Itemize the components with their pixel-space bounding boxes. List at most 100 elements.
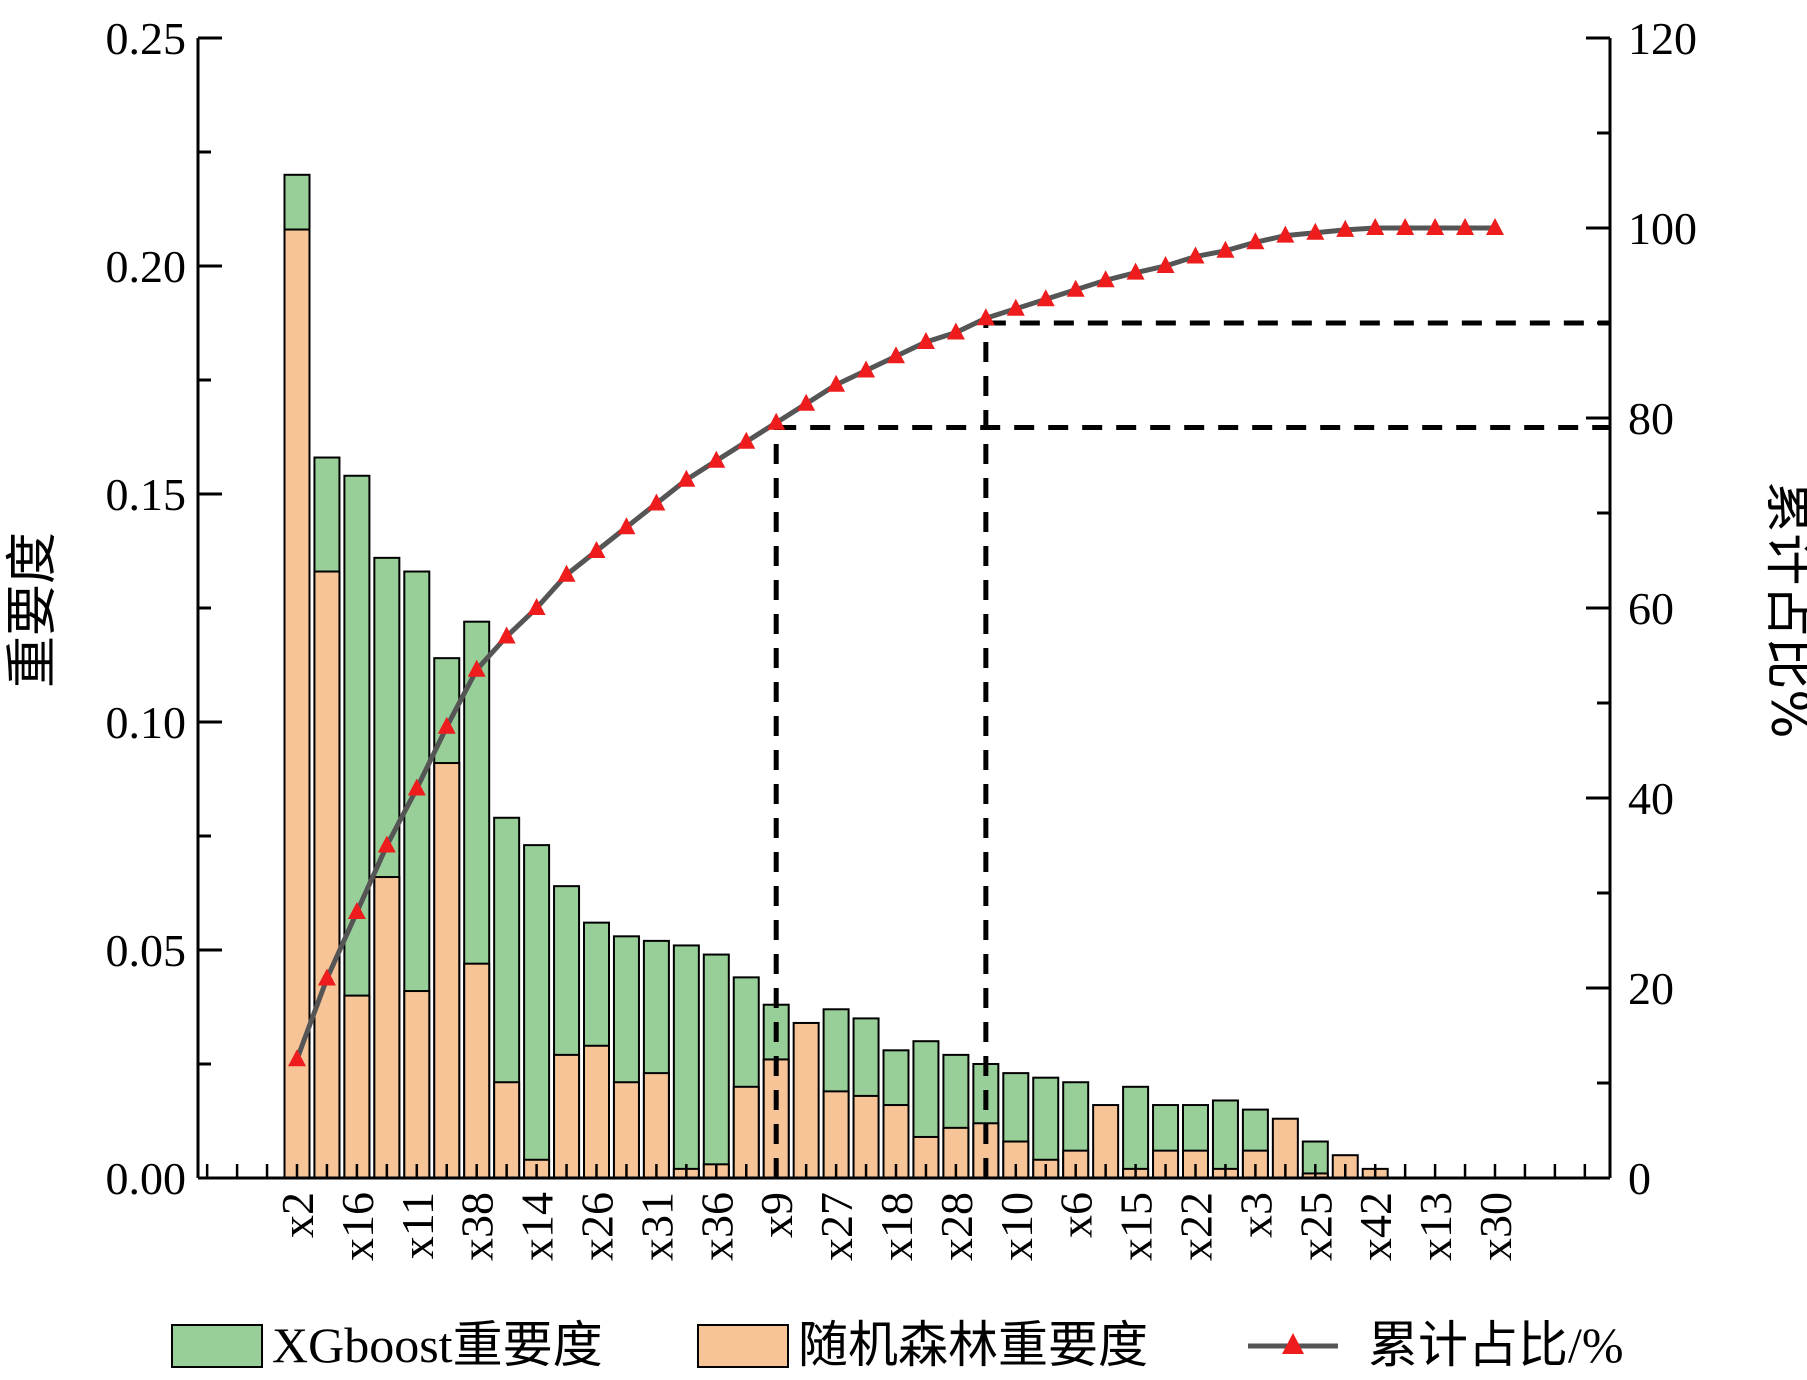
bar-random-forest-x2 <box>283 228 311 1179</box>
y2-tick-label-1: 20 <box>1628 963 1674 1014</box>
bar-random-forest-x24 <box>912 1135 940 1179</box>
cumulative-marker-x42 <box>1366 218 1385 235</box>
y-tick-label-5: 0.25 <box>106 13 187 64</box>
bar-random-forest-x11 <box>403 990 431 1179</box>
y-tick-label-4: 0.20 <box>106 241 187 292</box>
x-tick-label-x14: x14 <box>512 1192 563 1261</box>
cumulative-marker-x37 <box>1036 289 1055 307</box>
cumulative-marker-x6 <box>1066 279 1085 297</box>
cumulative-marker-x25 <box>1306 222 1325 240</box>
bar-random-forest-x7 <box>433 762 461 1179</box>
y-axis-title: 重要度 <box>3 532 63 688</box>
y2-tick-label-0: 0 <box>1628 1153 1651 1204</box>
y2-tick-label-4: 80 <box>1628 393 1674 444</box>
x-tick-label-x15: x15 <box>1111 1192 1162 1261</box>
reference-line-layer <box>773 320 1610 1178</box>
bar-random-forest-x16 <box>343 994 371 1179</box>
bar-random-forest-x12 <box>612 1081 640 1179</box>
cumulative-marker-x29 <box>1096 270 1115 288</box>
cumulative-marker-x9 <box>767 412 786 430</box>
cumulative-line-layer <box>288 218 1504 1067</box>
y2-tick-label-5: 100 <box>1628 203 1697 254</box>
cumulative-marker-x28 <box>946 322 965 340</box>
bar-xgboost-x14 <box>523 844 551 1179</box>
cumulative-marker-x39 <box>1216 240 1235 258</box>
cumulative-marker-x21 <box>1276 225 1295 243</box>
cumulative-marker-x31 <box>647 493 666 511</box>
cumulative-marker-x26 <box>587 541 606 558</box>
cumulative-marker-x41 <box>1396 218 1415 235</box>
cumulative-marker-x32 <box>1156 256 1175 273</box>
bar-random-forest-x8 <box>313 570 341 1179</box>
cumulative-marker-x10 <box>1006 298 1025 316</box>
x-tick-label-x18: x18 <box>871 1192 922 1261</box>
bar-xgboost-x36 <box>702 953 730 1179</box>
cumulative-marker-x19 <box>976 308 995 326</box>
cumulative-marker-x3 <box>1246 232 1265 250</box>
legend-label-random-forest: 随机森林重要度 <box>798 1317 1148 1373</box>
x-tick-label-x6: x6 <box>1051 1192 1102 1238</box>
cumulative-marker-x15 <box>1126 262 1145 280</box>
legend: XGboost重要度 随机森林重要度 累计占比/% <box>171 1317 1624 1373</box>
y2-tick-label-6: 120 <box>1628 13 1697 64</box>
cumulative-marker-x14 <box>527 598 546 615</box>
cumulative-marker-x22 <box>1186 246 1205 264</box>
y-tick-label-0: 0.00 <box>106 1153 187 1204</box>
x-tick-label-x27: x27 <box>811 1192 862 1261</box>
cumulative-marker-x38 <box>467 659 486 677</box>
cumulative-marker-x1 <box>377 835 396 853</box>
cumulative-marker-x13 <box>1426 218 1445 235</box>
x-tick-label-x25: x25 <box>1290 1192 1341 1261</box>
cumulative-marker-x27 <box>827 374 846 392</box>
x-tick-label-x2: x2 <box>272 1192 323 1238</box>
x-tick-label-x16: x16 <box>332 1192 383 1261</box>
legend-label-cumulative: 累计占比/% <box>1368 1317 1624 1373</box>
cumulative-marker-x40 <box>797 393 816 411</box>
cumulative-marker-x24 <box>916 332 935 349</box>
legend-swatch-xgboost <box>171 1324 263 1368</box>
cumulative-marker-x34 <box>1336 219 1355 237</box>
legend-label-xgboost: XGboost重要度 <box>272 1317 603 1373</box>
cumulative-marker-x23 <box>1456 218 1475 235</box>
y2-tick-label-3: 60 <box>1628 583 1674 634</box>
cumulative-marker-x16 <box>347 902 366 919</box>
bar-random-forest-x5 <box>493 1081 521 1179</box>
bar-random-forest-x1 <box>373 876 401 1179</box>
x-tick-label-x10: x10 <box>991 1192 1042 1261</box>
y2-axis-title: 累计占比% <box>1759 481 1807 738</box>
x-tick-label-x42: x42 <box>1350 1192 1401 1261</box>
cumulative-marker-x2 <box>288 1049 306 1067</box>
x-tick-label-x3: x3 <box>1230 1192 1281 1238</box>
legend-marker-cumulative <box>1282 1333 1304 1354</box>
cumulative-marker-x8 <box>317 968 336 986</box>
y-tick-label-1: 0.05 <box>106 925 187 976</box>
cumulative-marker-x36 <box>707 450 726 468</box>
x-tick-label-x28: x28 <box>931 1192 982 1261</box>
x-tick-label-x13: x13 <box>1410 1192 1461 1261</box>
cumulative-marker-x35 <box>857 360 876 378</box>
legend-swatch-random-forest <box>697 1324 789 1368</box>
cumulative-marker-x12 <box>617 517 636 535</box>
y-tick-label-2: 0.10 <box>106 697 187 748</box>
bar-xgboost-x4 <box>672 944 700 1179</box>
y-tick-label-3: 0.15 <box>106 469 187 520</box>
bar-layer <box>283 173 1389 1180</box>
bar-random-forest-x26 <box>583 1044 610 1180</box>
bar-random-forest-x20 <box>553 1053 581 1180</box>
cumulative-marker-x20 <box>557 564 576 582</box>
bar-xgboost-x15 <box>1122 1085 1150 1180</box>
x-tick-label-x36: x36 <box>691 1192 742 1261</box>
x-tick-label-x26: x26 <box>572 1192 623 1261</box>
cumulative-marker-x7 <box>437 716 456 734</box>
cumulative-marker-x5 <box>497 626 516 644</box>
axes-layer: 0.00 0.05 0.10 0.15 0.20 0.25 0 20 40 60 80 100 120 x… <box>106 13 1698 1261</box>
bar-random-forest-x40 <box>792 1021 820 1180</box>
x-tick-label-x22: x22 <box>1171 1192 1222 1261</box>
cumulative-marker-x30 <box>1486 218 1504 235</box>
x-tick-label-x30: x30 <box>1470 1192 1521 1261</box>
cumulative-marker-x4 <box>677 469 696 487</box>
bar-random-forest-x31 <box>642 1072 670 1179</box>
cumulative-marker-x18 <box>887 346 905 364</box>
x-tick-label-x31: x31 <box>631 1192 682 1261</box>
